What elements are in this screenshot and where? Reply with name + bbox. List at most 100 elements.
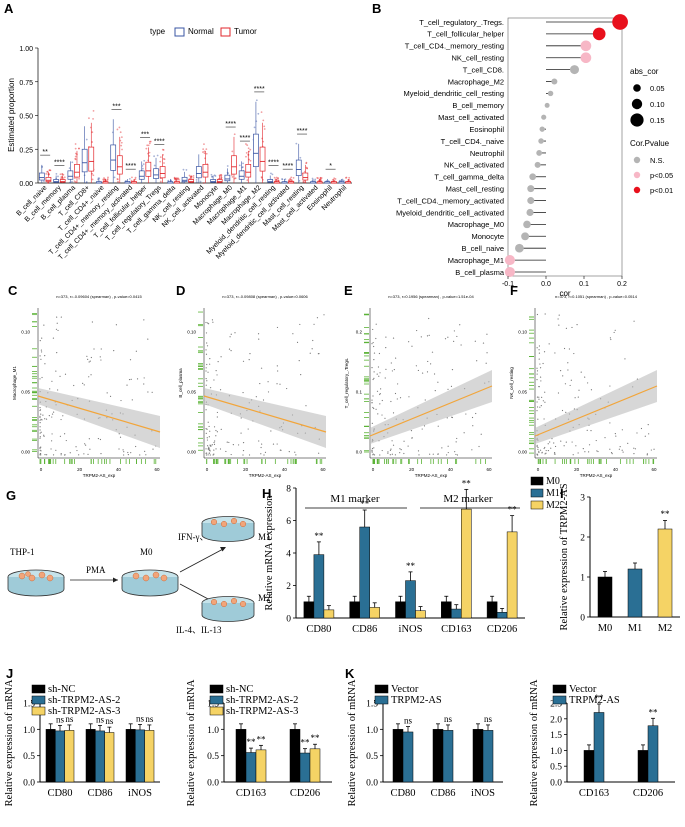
panelJ-right-sig-label: ** xyxy=(257,734,267,744)
m2-stimulus-label: IL-4、IL-13 xyxy=(176,625,222,635)
scatter-point xyxy=(135,445,137,448)
scatter-point xyxy=(582,448,584,450)
a-point-normal xyxy=(281,178,284,181)
a-point-normal xyxy=(85,138,88,141)
a-sig-label: **** xyxy=(268,160,279,167)
scatter-point xyxy=(543,351,546,353)
panelJ-left-sig-label: ns xyxy=(56,714,65,724)
cells-thp1 xyxy=(18,571,54,582)
scatter-panel-d: n=373, r=-0.09808 (spearman) , p-value=0… xyxy=(178,294,327,478)
scatter-point xyxy=(205,428,207,430)
scatter-x-tick-label: 0 xyxy=(206,467,209,472)
scatter-point xyxy=(220,356,222,358)
scatter-point xyxy=(41,337,43,339)
scatter-x-axis-label: TRPM2-AS_exp xyxy=(249,473,282,478)
scatter-point xyxy=(376,390,379,392)
a-box-tumor xyxy=(45,176,52,182)
scatter-point xyxy=(205,409,207,411)
a-point-tumor xyxy=(202,182,205,184)
a-point-tumor xyxy=(145,147,148,150)
a-point-tumor xyxy=(177,177,180,180)
scatter-point xyxy=(456,437,458,440)
a-point-tumor xyxy=(120,141,123,144)
a-point-normal xyxy=(281,178,283,180)
scatter-point xyxy=(151,391,153,393)
scatter-point xyxy=(545,452,547,454)
a-point-tumor xyxy=(188,174,191,177)
a-point-tumor xyxy=(173,176,176,179)
b-dot xyxy=(526,208,534,217)
scatter-point xyxy=(136,378,139,380)
scatter-y-tick-label: 0.00 xyxy=(518,450,527,455)
scatter-y-tick-label: 0.10 xyxy=(518,330,527,335)
scatter-point xyxy=(318,452,320,454)
scatter-point xyxy=(426,335,429,337)
panelK-left-bar xyxy=(392,729,404,783)
scatter-x-tick-label: 0 xyxy=(537,467,540,472)
scatter-point xyxy=(640,427,643,430)
scatter-point xyxy=(573,352,575,355)
a-box-normal xyxy=(253,133,259,168)
scatter-point xyxy=(394,454,397,456)
scatter-point xyxy=(565,441,567,443)
pma-label: PMA xyxy=(86,565,106,575)
scatter-point xyxy=(39,407,41,409)
b-category-label: T_cell_CD4._memory_resting xyxy=(405,42,504,51)
scatter-point xyxy=(127,451,129,454)
scatter-point xyxy=(447,388,449,390)
scatter-point xyxy=(451,416,453,418)
scatter-point xyxy=(387,451,389,453)
scatter-point xyxy=(622,451,624,453)
a-point-tumor xyxy=(119,131,122,134)
cells-m1 xyxy=(210,517,247,528)
b-dot xyxy=(570,65,579,75)
a-sig-label: *** xyxy=(141,132,149,139)
scatter-point xyxy=(569,384,571,387)
scatter-point xyxy=(571,326,573,329)
panel-label-g: G xyxy=(6,488,16,503)
scatter-point xyxy=(87,453,89,455)
scatter-point xyxy=(44,418,46,420)
scatter-point xyxy=(45,418,48,420)
a-point-tumor xyxy=(74,181,77,183)
scatter-point xyxy=(427,360,429,363)
a-point-tumor xyxy=(345,176,347,179)
scatter-x-tick-label: 20 xyxy=(574,467,580,472)
scatter-point xyxy=(210,445,212,447)
legend-title: type xyxy=(150,27,166,36)
panelK-left-y-tick-label: 1.5 xyxy=(366,700,378,710)
i-y-axis-label: Relative expression of TRPM2-AS xyxy=(559,483,570,630)
a-point-tumor xyxy=(205,148,208,151)
scatter-y-tick-label: 0.00 xyxy=(187,450,196,455)
scatter-point xyxy=(588,444,591,446)
scatter-point xyxy=(208,452,210,454)
scatter-point xyxy=(437,381,439,383)
a-point-normal xyxy=(255,99,258,102)
panelK-legend-label-left: TRPM2-AS xyxy=(391,695,442,706)
panelK-left-sig-label: ns xyxy=(484,714,493,724)
b-category-label: T_cell_regulatory_.Tregs. xyxy=(419,18,504,27)
scatter-point xyxy=(209,387,212,389)
scatter-point xyxy=(267,381,269,383)
scatter-point xyxy=(209,444,211,446)
scatter-point xyxy=(408,396,410,398)
scatter-point xyxy=(73,384,75,387)
a-point-tumor xyxy=(245,152,248,154)
scatter-point xyxy=(206,428,208,430)
scatter-point xyxy=(634,448,637,450)
scatter-point xyxy=(455,441,457,443)
panelK-legend-label-left: Vector xyxy=(391,684,419,695)
a-point-tumor xyxy=(260,111,263,113)
scatter-point xyxy=(230,453,232,456)
i-x-tick-label: M2 xyxy=(658,623,673,634)
scatter-point xyxy=(64,373,67,375)
scatter-y-tick-label: 0.1 xyxy=(356,390,363,395)
scatter-point xyxy=(418,454,420,456)
a-point-normal xyxy=(156,154,159,157)
scatter-point xyxy=(119,436,122,438)
scatter-point xyxy=(536,454,538,456)
scatter-point xyxy=(444,338,447,340)
a-point-tumor xyxy=(303,181,305,183)
b-dot xyxy=(504,266,515,278)
b-dot xyxy=(612,14,628,30)
